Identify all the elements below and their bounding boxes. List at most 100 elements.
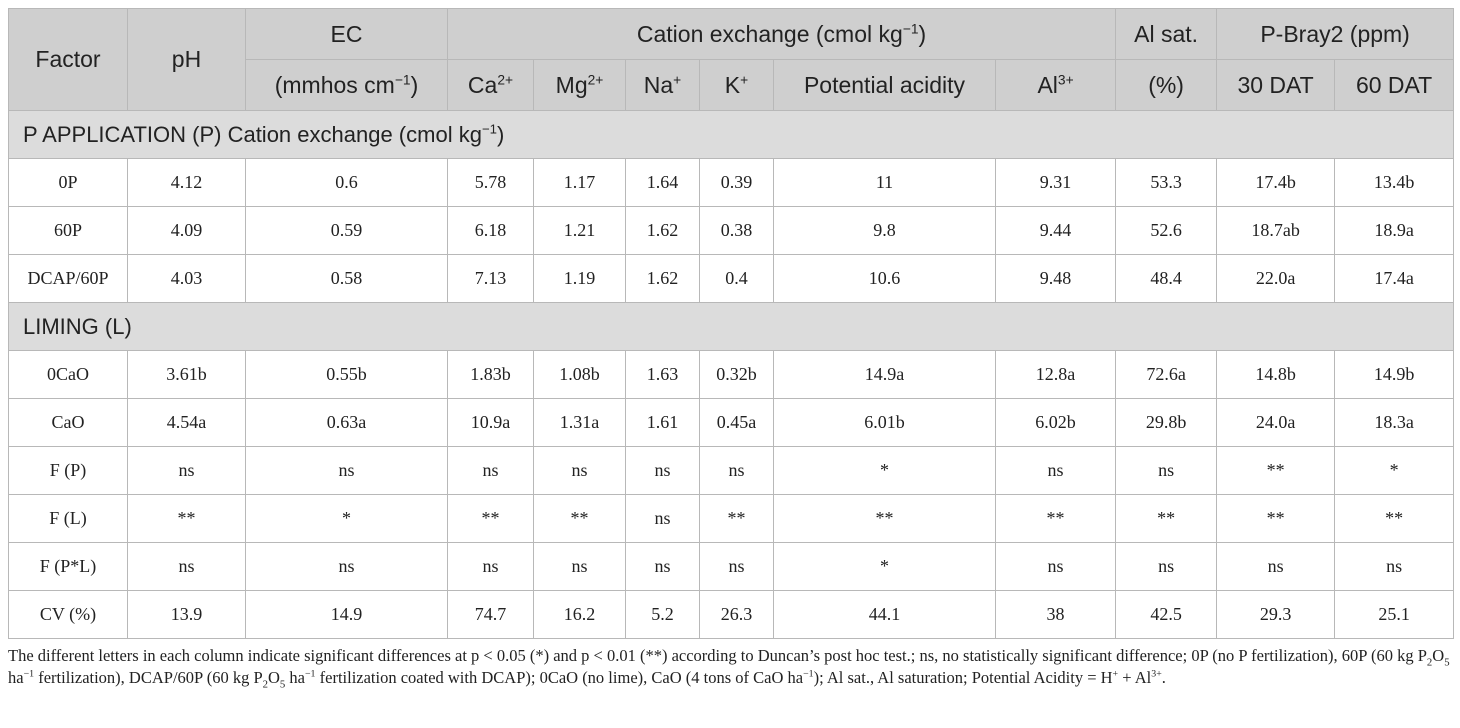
data-cell: ns: [1115, 542, 1218, 591]
row-label-cell: 60P: [8, 206, 128, 255]
table-container: Factor pH EC Cation exchange (cmol kg−1)…: [7, 8, 1455, 691]
row-label-cell: CV (%): [8, 590, 128, 639]
data-cell: **: [127, 494, 246, 543]
data-cell: 52.6: [1115, 206, 1218, 255]
data-cell: 1.64: [625, 158, 700, 207]
data-cell: ns: [447, 542, 534, 591]
row-label-cell: F (P*L): [8, 542, 128, 591]
data-cell: 74.7: [447, 590, 534, 639]
data-cell: 1.62: [625, 206, 700, 255]
data-cell: ns: [699, 446, 774, 495]
data-cell: **: [1216, 446, 1336, 495]
data-cell: 4.12: [127, 158, 246, 207]
col-ph-header: pH: [127, 8, 246, 111]
data-cell: 1.19: [533, 254, 626, 303]
data-cell: ns: [1115, 446, 1218, 495]
row-label-cell: 0P: [8, 158, 128, 207]
p-bray-group-header: P-Bray2 (ppm): [1216, 8, 1455, 60]
data-cell: **: [699, 494, 774, 543]
data-cell: 14.9: [245, 590, 448, 639]
data-cell: 42.5: [1115, 590, 1218, 639]
data-cell: 9.31: [994, 158, 1117, 207]
data-cell: 0.55b: [245, 350, 448, 399]
row-label-cell: F (P): [8, 446, 128, 495]
col-al-header: Al3+: [994, 59, 1117, 111]
data-cell: 17.4a: [1334, 254, 1455, 303]
table-row: 0CaO 3.61b 0.55b 1.83b 1.08b 1.63 0.32b 14.9a 12…: [8, 350, 1455, 399]
data-cell: **: [773, 494, 996, 543]
data-cell: 18.7ab: [1216, 206, 1336, 255]
section-row-liming: LIMING (L): [7, 302, 1455, 351]
table-row: CV (%) 13.9 14.9 74.7 16.2 5.2 26.3 44.1 38 42.5 2…: [8, 590, 1455, 639]
data-cell: ns: [994, 542, 1117, 591]
table-footnote: The different letters in each column ind…: [8, 646, 1450, 691]
col-ec-header: EC: [245, 8, 448, 60]
data-cell: **: [1115, 494, 1218, 543]
col-al-sat-unit: (%): [1115, 59, 1218, 111]
col-k-header: K+: [699, 59, 774, 111]
data-cell: **: [533, 494, 626, 543]
table-row: CaO 4.54a 0.63a 10.9a 1.31a 1.61 0.45a 6.01b 6.0…: [8, 398, 1455, 447]
row-label-cell: 0CaO: [8, 350, 128, 399]
data-cell: 25.1: [1334, 590, 1455, 639]
row-label-cell: CaO: [8, 398, 128, 447]
data-cell: 38: [994, 590, 1117, 639]
data-cell: ns: [127, 446, 246, 495]
data-cell: 48.4: [1115, 254, 1218, 303]
data-cell: 16.2: [533, 590, 626, 639]
data-cell: 0.38: [699, 206, 774, 255]
data-cell: 7.13: [447, 254, 534, 303]
data-cell: 1.61: [625, 398, 700, 447]
data-cell: 12.8a: [994, 350, 1117, 399]
table-row: F (P*L) ns ns ns ns ns ns * ns ns ns ns: [8, 542, 1455, 591]
data-cell: 18.3a: [1334, 398, 1455, 447]
soil-properties-table: Factor pH EC Cation exchange (cmol kg−1)…: [7, 8, 1455, 639]
col-ec-unit: (mmhos cm−1): [245, 59, 448, 111]
data-cell: 1.63: [625, 350, 700, 399]
col-factor-header: Factor: [8, 8, 128, 111]
data-cell: *: [245, 494, 448, 543]
data-cell: ns: [245, 446, 448, 495]
data-cell: 29.3: [1216, 590, 1336, 639]
col-potential-acidity-header: Potential acidity: [773, 59, 996, 111]
data-cell: 11: [773, 158, 996, 207]
p-application-rows: 0P 4.12 0.6 5.78 1.17 1.64 0.39 11 9.31 53.3 17.4b…: [8, 158, 1455, 303]
data-cell: *: [773, 542, 996, 591]
data-cell: 1.31a: [533, 398, 626, 447]
data-cell: 6.18: [447, 206, 534, 255]
data-cell: 6.02b: [994, 398, 1117, 447]
header-row-2: (mmhos cm−1) Ca2+ Mg2+ Na+ K+ Potential …: [9, 59, 1455, 111]
liming-rows: 0CaO 3.61b 0.55b 1.83b 1.08b 1.63 0.32b 14.9a 12…: [8, 350, 1455, 639]
col-na-header: Na+: [625, 59, 700, 111]
data-cell: ns: [1216, 542, 1336, 591]
data-cell: 0.45a: [699, 398, 774, 447]
data-cell: ns: [447, 446, 534, 495]
data-cell: 6.01b: [773, 398, 996, 447]
header-row-1: Factor pH EC Cation exchange (cmol kg−1)…: [8, 8, 1455, 111]
data-cell: 5.78: [447, 158, 534, 207]
data-cell: 1.83b: [447, 350, 534, 399]
data-cell: 5.2: [625, 590, 700, 639]
data-cell: 18.9a: [1334, 206, 1455, 255]
data-cell: 29.8b: [1115, 398, 1218, 447]
data-cell: 14.9a: [773, 350, 996, 399]
data-cell: ns: [625, 446, 700, 495]
data-cell: ns: [533, 446, 626, 495]
data-cell: ns: [625, 542, 700, 591]
data-cell: 4.54a: [127, 398, 246, 447]
data-cell: **: [1216, 494, 1336, 543]
col-60dat-header: 60 DAT: [1334, 59, 1455, 111]
data-cell: 22.0a: [1216, 254, 1336, 303]
data-cell: 17.4b: [1216, 158, 1336, 207]
data-cell: 72.6a: [1115, 350, 1218, 399]
col-al-sat-header: Al sat.: [1115, 8, 1218, 60]
data-cell: 0.6: [245, 158, 448, 207]
data-cell: 24.0a: [1216, 398, 1336, 447]
row-label-cell: DCAP/60P: [8, 254, 128, 303]
table-row: F (P) ns ns ns ns ns ns * ns ns ** *: [8, 446, 1455, 495]
col-ca-header: Ca2+: [447, 59, 534, 111]
data-cell: 26.3: [699, 590, 774, 639]
data-cell: 1.62: [625, 254, 700, 303]
data-cell: ns: [994, 446, 1117, 495]
data-cell: ns: [127, 542, 246, 591]
